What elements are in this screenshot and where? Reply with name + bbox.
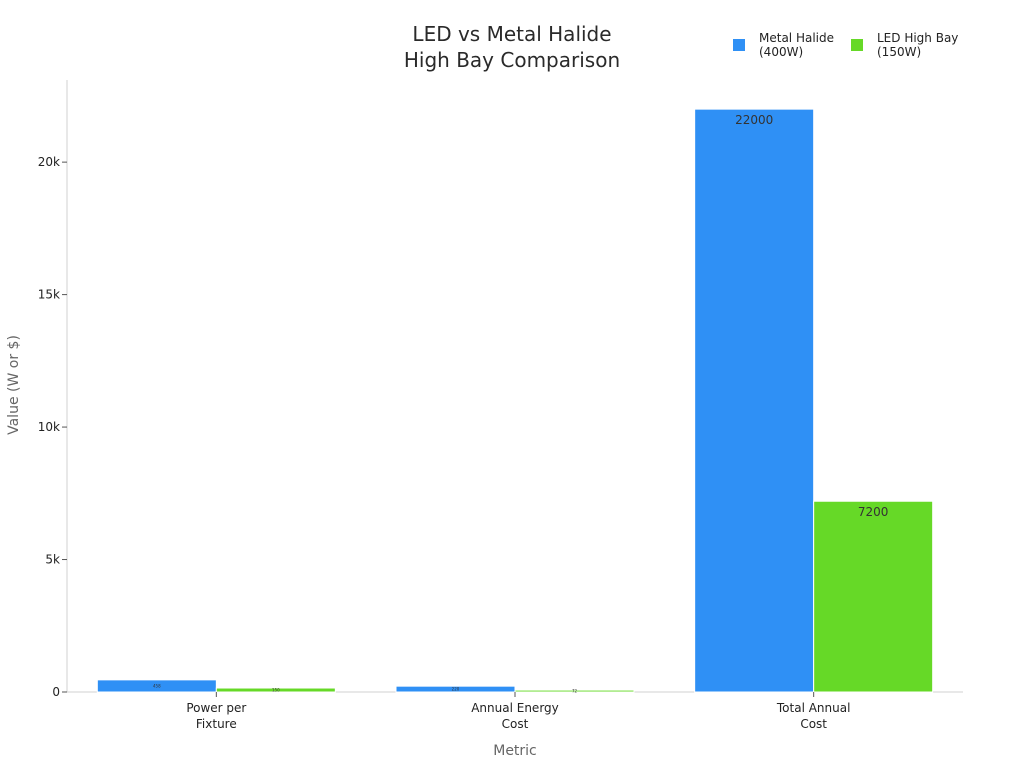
y-tick-label: 20k — [38, 155, 60, 169]
data-label: 22000 — [735, 113, 773, 127]
legend-swatch-metal-halide — [733, 39, 745, 51]
legend-label-metal-halide-line-2: (400W) — [759, 45, 804, 59]
bar — [813, 500, 934, 693]
chart-title-line-2: High Bay Comparison — [403, 48, 621, 72]
legend-item-metal-halide[interactable]: Metal Halide (400W) — [733, 31, 834, 59]
x-tick-label: Cost — [502, 717, 529, 731]
y-tick-label: 10k — [38, 420, 60, 434]
y-tick-label: 15k — [38, 288, 60, 302]
y-axis-title: Value (W or $) — [6, 335, 22, 435]
legend-label-led-line-2: (150W) — [877, 45, 922, 59]
bar — [96, 679, 217, 693]
x-tick-label: Annual Energy — [471, 701, 559, 715]
x-tick-label: Cost — [800, 717, 827, 731]
bar — [514, 689, 635, 693]
data-label: 150 — [272, 688, 280, 693]
legend-item-led-high-bay[interactable]: LED High Bay (150W) — [851, 31, 958, 59]
data-label: 220 — [452, 687, 460, 692]
bar — [395, 685, 516, 693]
x-tick-label: Total Annual — [776, 701, 851, 715]
data-label: 458 — [153, 683, 161, 688]
data-label: 72 — [572, 689, 578, 694]
x-tick-label: Fixture — [196, 717, 237, 731]
y-tick-label: 5k — [45, 553, 60, 567]
bar — [694, 108, 815, 693]
bar — [215, 687, 336, 693]
legend-swatch-led-high-bay — [851, 39, 863, 51]
x-axis-title: Metric — [493, 743, 537, 759]
legend-label-led-line-1: LED High Bay — [877, 31, 959, 45]
data-label: 7200 — [858, 505, 889, 519]
x-tick-label: Power per — [186, 701, 246, 715]
legend-label-metal-halide-line-1: Metal Halide — [759, 31, 834, 45]
y-tick-label: 0 — [52, 685, 60, 699]
chart-title-line-1: LED vs Metal Halide — [412, 22, 612, 46]
